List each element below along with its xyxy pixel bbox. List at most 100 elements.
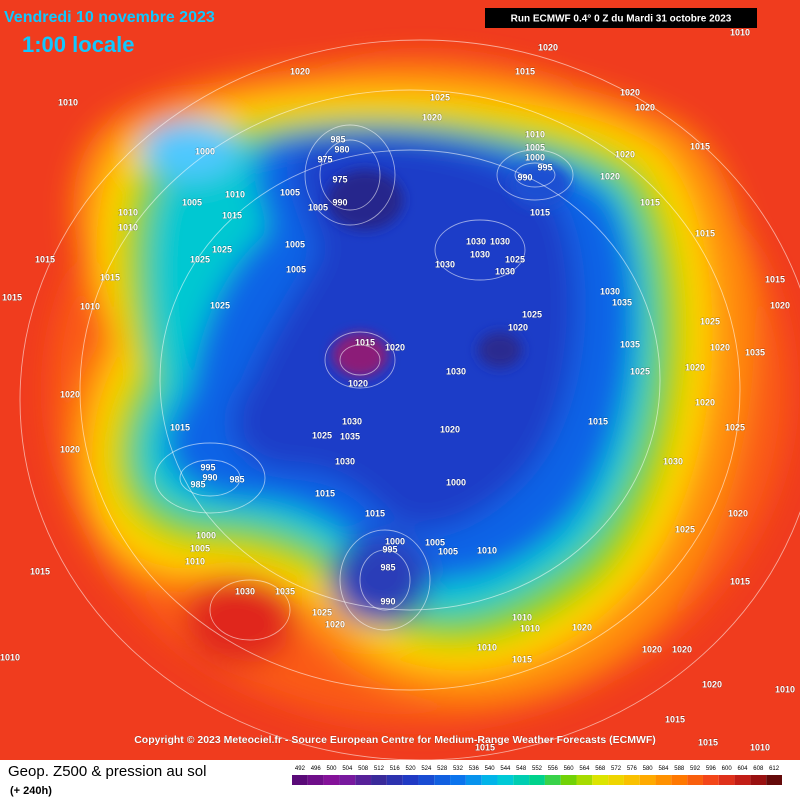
- pressure-label: 1035: [275, 586, 295, 596]
- forecast-date: Vendredi 10 novembre 2023: [4, 9, 215, 26]
- pressure-label: 1035: [612, 297, 632, 307]
- pressure-label: 1030: [470, 249, 490, 259]
- scale-swatch: [371, 775, 387, 785]
- pressure-label: 1005: [280, 187, 300, 197]
- pressure-label: 1005: [425, 537, 445, 547]
- scale-label: 556: [548, 766, 559, 772]
- pressure-label: 990: [202, 472, 217, 482]
- scale-label: 600: [722, 766, 733, 772]
- legend-subtitle: (+ 240h): [10, 785, 52, 797]
- pressure-label: 1010: [520, 623, 540, 633]
- pressure-label: 1015: [222, 210, 242, 220]
- pressure-label: 975: [332, 174, 347, 184]
- pressure-label: 1025: [725, 422, 745, 432]
- scale-label: 536: [469, 766, 480, 772]
- scale-swatch: [608, 775, 624, 785]
- pressure-label: 1020: [325, 619, 345, 629]
- pressure-label: 1005: [308, 202, 328, 212]
- scale-swatch: [560, 775, 577, 785]
- pressure-label: 1010: [512, 612, 532, 622]
- pressure-label: 1015: [765, 274, 785, 284]
- pressure-label: 980: [334, 144, 349, 154]
- pressure-label: 990: [380, 596, 395, 606]
- pressure-label: 1015: [35, 254, 55, 264]
- pressure-label: 1010: [525, 129, 545, 139]
- pressure-label: 1010: [730, 27, 750, 37]
- pressure-label: 1030: [663, 456, 683, 466]
- pressure-label: 1025: [190, 254, 210, 264]
- scale-label: 612: [769, 766, 780, 772]
- scale-label: 496: [311, 766, 322, 772]
- copyright: Copyright © 2023 Meteociel.fr - Source E…: [134, 734, 656, 746]
- pressure-label: 1025: [312, 430, 332, 440]
- pressure-label: 1035: [745, 347, 765, 357]
- pressure-label: 1020: [538, 42, 558, 52]
- scale-label: 492: [295, 766, 306, 772]
- pressure-label: 1020: [615, 149, 635, 159]
- pressure-label: 1005: [438, 546, 458, 556]
- pressure-label: 1015: [640, 197, 660, 207]
- pressure-label: 1015: [588, 416, 608, 426]
- pressure-label: 1010: [80, 301, 100, 311]
- pressure-label: 1000: [385, 536, 405, 546]
- pressure-label: 1020: [60, 389, 80, 399]
- scale-swatch: [592, 775, 609, 785]
- scale-label: 580: [643, 766, 654, 772]
- run-info: Run ECMWF 0.4° 0 Z du Mardi 31 octobre 2…: [511, 14, 732, 25]
- pressure-label: 995: [200, 462, 215, 472]
- scale-label: 516: [390, 766, 401, 772]
- pressure-label: 1015: [515, 66, 535, 76]
- pressure-label: 1020: [620, 87, 640, 97]
- pressure-label: 1005: [286, 264, 306, 274]
- pressure-label: 1020: [440, 424, 460, 434]
- run-box: [485, 8, 757, 28]
- pressure-label: 1025: [212, 244, 232, 254]
- pressure-label: 1005: [182, 197, 202, 207]
- scale-swatch: [497, 775, 514, 785]
- pressure-label: 1025: [210, 300, 230, 310]
- pressure-label: 1015: [365, 508, 385, 518]
- scale-swatch: [639, 775, 656, 785]
- scale-swatch: [671, 775, 688, 785]
- pressure-label: 1010: [118, 207, 138, 217]
- pressure-label: 1000: [195, 146, 215, 156]
- pressure-label: 1005: [525, 142, 545, 152]
- pressure-label: 1030: [446, 366, 466, 376]
- scale-swatch: [544, 775, 561, 785]
- scale-swatch: [402, 775, 419, 785]
- pressure-label: 1020: [290, 66, 310, 76]
- pressure-label: 1030: [342, 416, 362, 426]
- pressure-label: 1000: [525, 152, 545, 162]
- pressure-label: 1020: [685, 362, 705, 372]
- pressure-label: 975: [317, 154, 332, 164]
- scale-label: 592: [690, 766, 701, 772]
- pressure-label: 1010: [58, 97, 78, 107]
- pressure-labels: 1010 1020 1015 1020 1010 1025 1020 1020 1020 1010…: [0, 27, 796, 753]
- pressure-label: 1015: [2, 292, 22, 302]
- scale-label: 604: [737, 766, 748, 772]
- color-scale: 492 496 500 504 508 512 516 520 524 528 532 536 540 5…: [292, 766, 782, 785]
- scale-swatch: [750, 775, 767, 785]
- scale-swatch: [576, 775, 593, 785]
- pressure-label: 1015: [475, 742, 495, 752]
- pressure-label: 1010: [225, 189, 245, 199]
- pressure-label: 1015: [30, 566, 50, 576]
- pressure-label: 1020: [635, 102, 655, 112]
- scale-swatch: [323, 775, 340, 785]
- scale-swatch: [623, 775, 640, 785]
- scale-label: 560: [564, 766, 575, 772]
- scale-label: 576: [627, 766, 638, 772]
- scale-swatch: [481, 775, 498, 785]
- legend-title: Geop. Z500 & pression au sol: [8, 763, 206, 780]
- scale-swatch: [734, 775, 751, 785]
- pressure-label: 1020: [422, 112, 442, 122]
- pressure-label: 1020: [672, 644, 692, 654]
- pressure-label: 1020: [572, 622, 592, 632]
- scale-label: 596: [706, 766, 717, 772]
- pressure-label: 985: [190, 479, 205, 489]
- pressure-label: 1025: [505, 254, 525, 264]
- scale-swatch: [450, 775, 466, 785]
- pressure-label: 985: [380, 562, 395, 572]
